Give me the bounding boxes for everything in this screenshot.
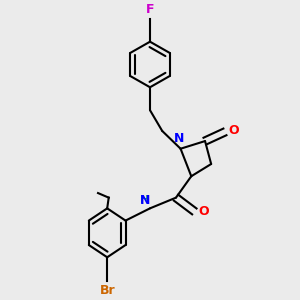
Text: Br: Br bbox=[99, 284, 115, 297]
Text: H: H bbox=[140, 195, 148, 205]
Text: N: N bbox=[140, 194, 150, 207]
Text: F: F bbox=[146, 3, 154, 16]
Text: O: O bbox=[198, 205, 208, 218]
Text: N: N bbox=[174, 132, 184, 145]
Text: O: O bbox=[229, 124, 239, 137]
